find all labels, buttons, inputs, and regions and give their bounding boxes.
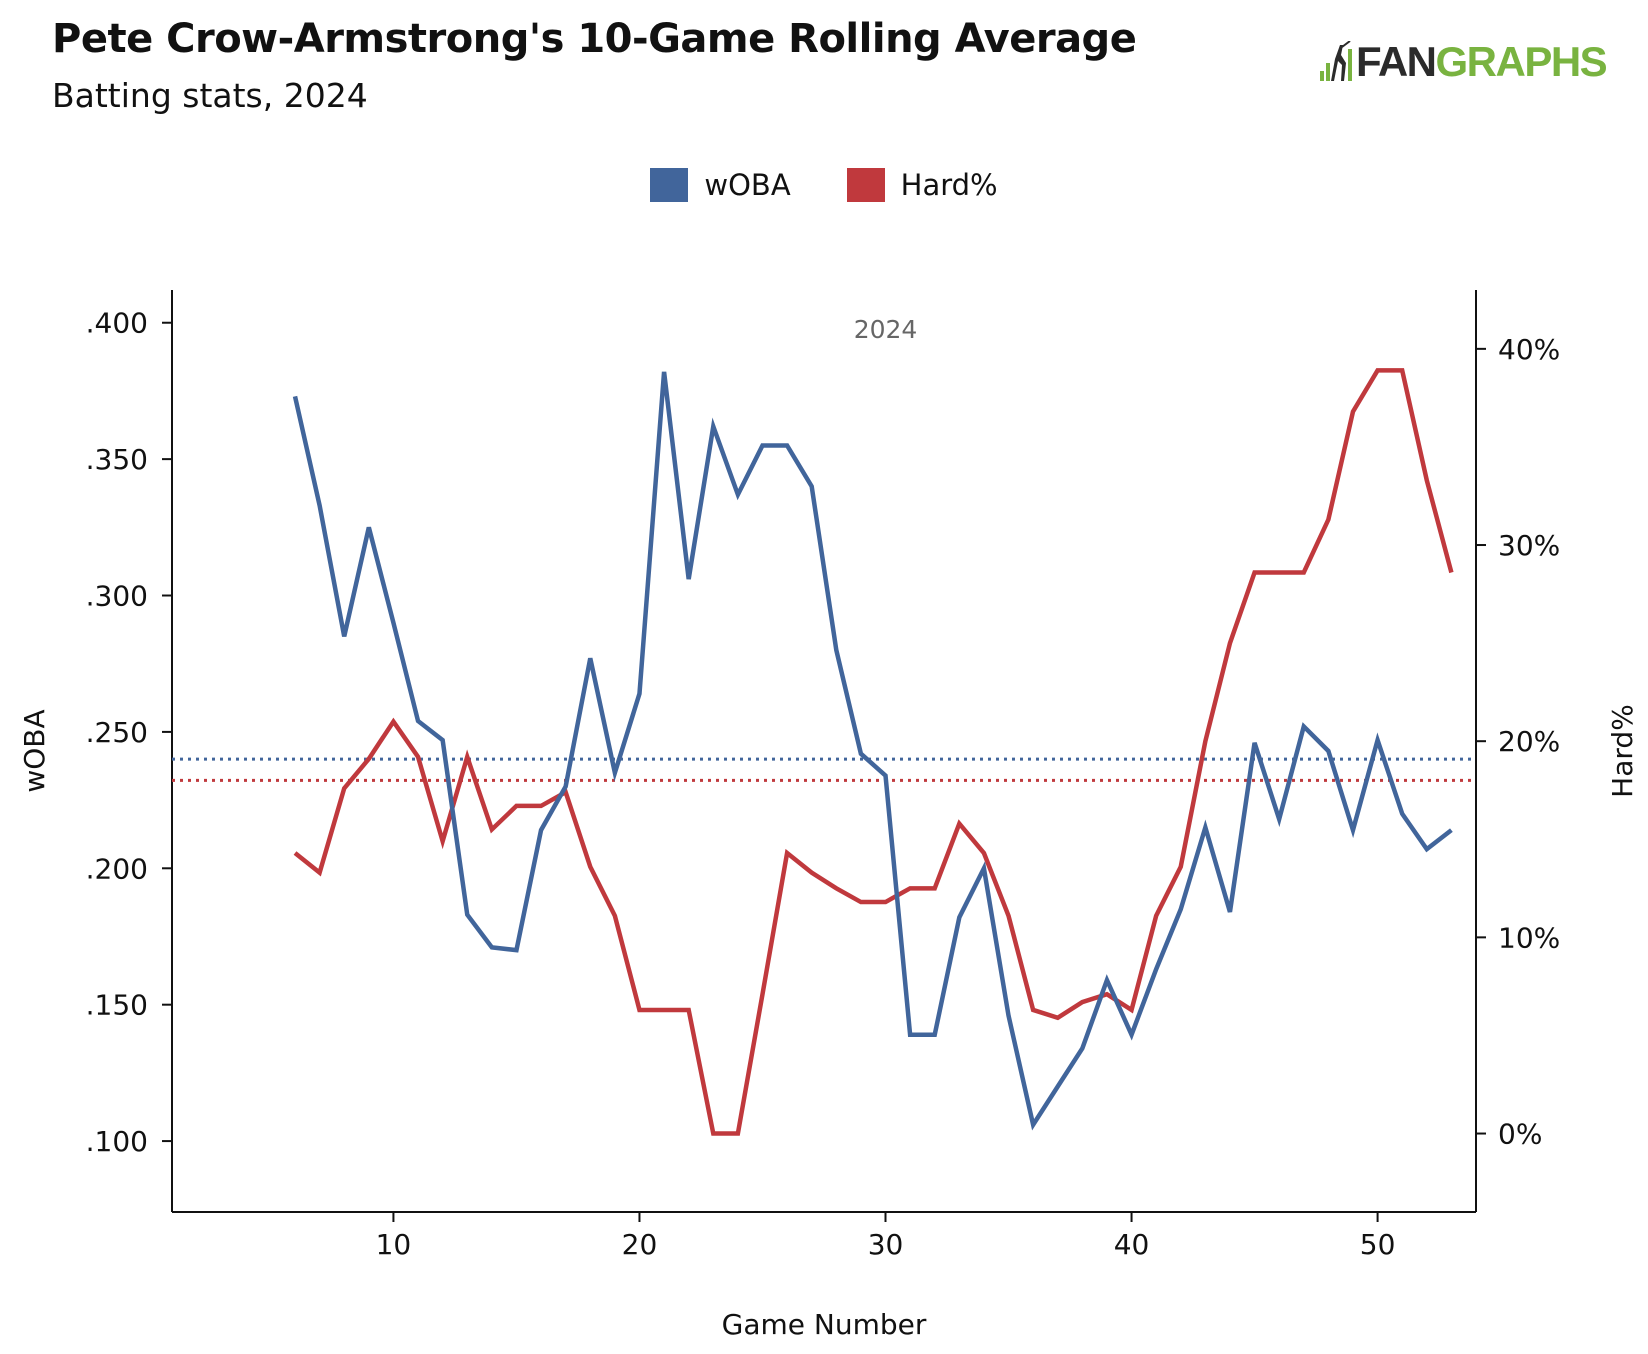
y-right-tick-label: 30% [1498, 529, 1560, 562]
woba-series-line [292, 371, 1453, 1131]
y-left-tick-label: .400 [86, 307, 148, 340]
hard-pct-series-line [293, 368, 1454, 1136]
y-left-tick-label: .350 [86, 443, 148, 476]
x-tick-label: 20 [622, 1228, 658, 1261]
legend-swatch-hard [846, 168, 885, 202]
chart-title: Pete Crow-Armstrong's 10-Game Rolling Av… [52, 16, 1137, 62]
legend-label-woba: wOBA [704, 168, 791, 202]
y-left-tick-label: .250 [86, 716, 148, 749]
y-axis-right-label: Hard% [1606, 704, 1639, 798]
y-left-tick-label: .200 [86, 852, 148, 885]
y-right-tick-label: 40% [1498, 333, 1560, 366]
fangraphs-logo: FAN GRAPHS [1320, 38, 1608, 86]
x-tick-label: 10 [376, 1228, 412, 1261]
x-tick-label: 50 [1360, 1228, 1396, 1261]
logo-text-graphs: GRAPHS [1435, 38, 1608, 85]
y-axis-left-label: wOBA [18, 709, 51, 792]
x-tick-label: 40 [1114, 1228, 1150, 1261]
y-right-tick-label: 10% [1498, 921, 1560, 954]
x-tick-label: 30 [868, 1228, 904, 1261]
y-left-tick-label: .100 [86, 1125, 148, 1158]
legend-swatch-woba [650, 168, 689, 202]
logo-text-fan: FAN [1356, 38, 1437, 85]
legend-item-woba: wOBA [650, 168, 791, 202]
batter-icon [1320, 41, 1352, 81]
legend-item-hard: Hard% [846, 168, 998, 202]
chart-subtitle: Batting stats, 2024 [52, 76, 368, 115]
y-left-tick-label: .300 [86, 580, 148, 613]
legend-label-hard: Hard% [900, 168, 998, 202]
chart-legend: wOBA Hard% [0, 168, 1648, 202]
year-annotation: 2024 [854, 315, 918, 344]
x-axis-label: Game Number [722, 1308, 927, 1341]
y-right-tick-label: 20% [1498, 725, 1560, 758]
y-right-tick-label: 0% [1498, 1118, 1542, 1151]
y-left-tick-label: .150 [86, 989, 148, 1022]
